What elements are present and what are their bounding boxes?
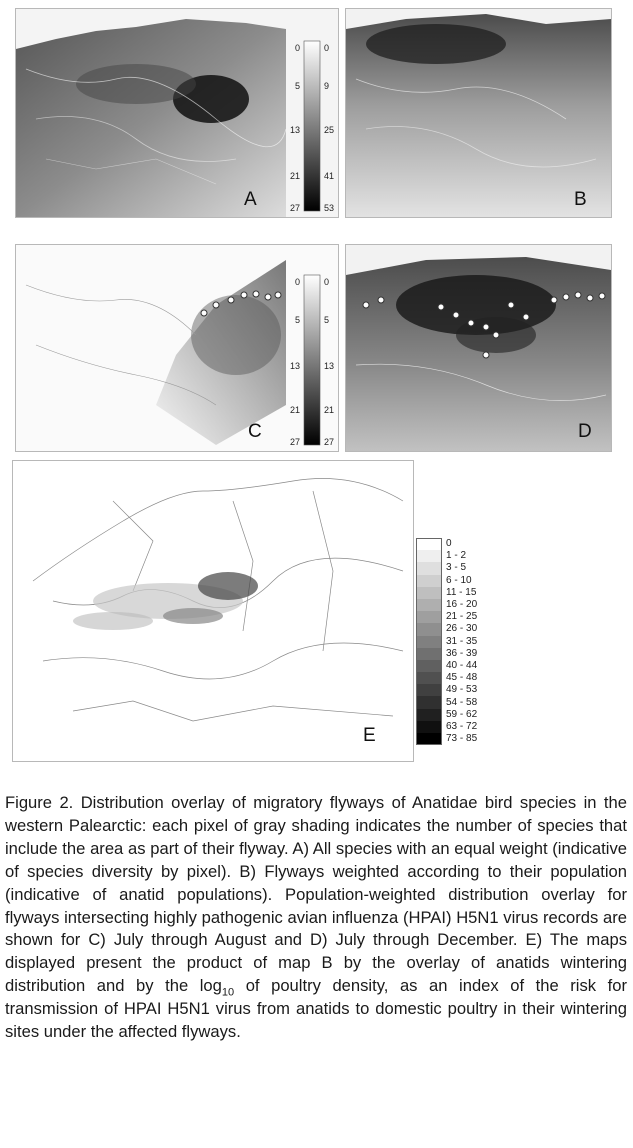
scale-bar-a: 0 5 13 21 27 0 9 25 41 53	[290, 40, 334, 213]
legend-e-row: 1 - 2	[416, 550, 477, 563]
legend-e-swatch	[416, 720, 442, 733]
legend-e-label: 21 - 25	[446, 611, 478, 623]
legend-e-swatch	[416, 598, 442, 612]
legend-e-row: 6 - 10	[416, 574, 477, 587]
legend-e-row: 54 - 58	[416, 696, 478, 709]
legend-e-swatch	[416, 672, 442, 685]
legend-e-label: 63 - 72	[446, 720, 478, 732]
h5n1-record-markers-c	[200, 290, 282, 317]
panel-label-a: A	[244, 189, 257, 210]
legend-e-row: 0	[416, 538, 477, 551]
scale-bar-c: 0 5 13 21 27 0 5 13 21 27	[290, 274, 334, 447]
svg-text:13: 13	[324, 361, 334, 371]
legend-e-row: 40 - 44	[416, 659, 478, 673]
svg-text:5: 5	[324, 315, 329, 325]
legend-e-row: 26 - 30	[416, 623, 478, 636]
legend-e-swatch	[416, 733, 442, 746]
svg-text:13: 13	[290, 361, 300, 371]
caption-subscript: 10	[221, 986, 235, 999]
legend-e-label: 0	[446, 538, 452, 550]
legend-e-label: 54 - 58	[446, 696, 478, 708]
legend-e-label: 1 - 2	[446, 550, 467, 562]
legend-e-swatch	[416, 623, 442, 636]
legend-e-label: 40 - 44	[446, 659, 478, 671]
svg-text:41: 41	[324, 171, 334, 181]
legend-e-label: 11 - 15	[446, 586, 477, 598]
legend-e-label: 45 - 48	[446, 672, 478, 684]
svg-text:0: 0	[295, 277, 300, 287]
svg-text:0: 0	[324, 43, 329, 53]
legend-e-swatch	[416, 538, 442, 551]
svg-text:21: 21	[290, 405, 300, 415]
legend-e-swatch	[416, 647, 442, 660]
svg-text:27: 27	[290, 203, 300, 213]
map-panel-a: 0 5 13 21 27 0 9 25 41 53 A	[15, 8, 339, 218]
legend-e-row: 49 - 53	[416, 684, 478, 697]
legend-e-label: 3 - 5	[446, 562, 467, 574]
panel-label-b: B	[574, 189, 587, 210]
legend-e-swatch	[416, 684, 442, 697]
legend-e-row: 36 - 39	[416, 647, 478, 660]
legend-e-row: 45 - 48	[416, 672, 478, 685]
legend-e-swatch	[416, 635, 442, 648]
legend-e-swatch	[416, 611, 442, 624]
legend-e-swatch	[416, 708, 442, 721]
map-b-graphic: B	[346, 9, 611, 217]
legend-e-swatch	[416, 696, 442, 709]
legend-e-row: 59 - 62	[416, 708, 478, 721]
legend-e-row: 16 - 20	[416, 598, 478, 612]
legend-e-label: 31 - 35	[446, 635, 478, 647]
legend-e-row: 31 - 35	[416, 635, 478, 648]
legend-e-row: 11 - 15	[416, 586, 477, 599]
svg-text:53: 53	[324, 203, 334, 213]
legend-e-row: 63 - 72	[416, 720, 478, 733]
legend-e-label: 16 - 20	[446, 599, 478, 611]
caption-main: Figure 2. Distribution overlay of migrat…	[5, 793, 627, 996]
legend-e-swatch	[416, 574, 442, 587]
h5n1-record-markers-d	[362, 291, 606, 359]
panel-label-c: C	[248, 421, 262, 442]
panel-label-e: E	[363, 725, 376, 746]
caption-tail: of poultry density, as an index of the r…	[5, 976, 627, 1042]
legend-e-row: 73 - 85	[416, 733, 478, 746]
map-panel-e: E	[12, 460, 414, 762]
svg-text:21: 21	[324, 405, 334, 415]
legend-e-label: 36 - 39	[446, 647, 478, 659]
legend-e-swatch	[416, 550, 442, 563]
svg-text:5: 5	[295, 81, 300, 91]
map-a-graphic: 0 5 13 21 27 0 9 25 41 53 A	[16, 9, 338, 217]
legend-e-label: 59 - 62	[446, 708, 478, 720]
legend-e-swatch	[416, 659, 442, 673]
panel-label-d: D	[578, 421, 592, 442]
svg-text:5: 5	[295, 315, 300, 325]
legend-e-label: 49 - 53	[446, 684, 478, 696]
map-panel-c: 0 5 13 21 27 0 5 13 21 27 C	[15, 244, 339, 452]
legend-e-row: 21 - 25	[416, 611, 478, 624]
legend-e-label: 6 - 10	[446, 574, 472, 586]
map-panel-b: B	[345, 8, 612, 218]
svg-text:27: 27	[324, 437, 334, 447]
svg-text:9: 9	[324, 81, 329, 91]
legend-e-label: 26 - 30	[446, 623, 478, 635]
svg-text:27: 27	[290, 437, 300, 447]
svg-text:13: 13	[290, 125, 300, 135]
legend-e-swatch	[416, 562, 442, 575]
legend-e-row: 3 - 5	[416, 562, 477, 575]
map-panel-d: D	[345, 244, 612, 452]
map-e-graphic: E	[13, 461, 413, 761]
svg-text:21: 21	[290, 171, 300, 181]
svg-text:0: 0	[324, 277, 329, 287]
map-c-graphic: 0 5 13 21 27 0 5 13 21 27 C	[16, 245, 338, 451]
legend-e-label: 73 - 85	[446, 733, 478, 745]
svg-text:0: 0	[295, 43, 300, 53]
svg-text:25: 25	[324, 125, 334, 135]
map-d-graphic: D	[346, 245, 611, 451]
figure-caption: Figure 2. Distribution overlay of migrat…	[5, 792, 627, 1044]
legend-e-swatch	[416, 586, 442, 599]
